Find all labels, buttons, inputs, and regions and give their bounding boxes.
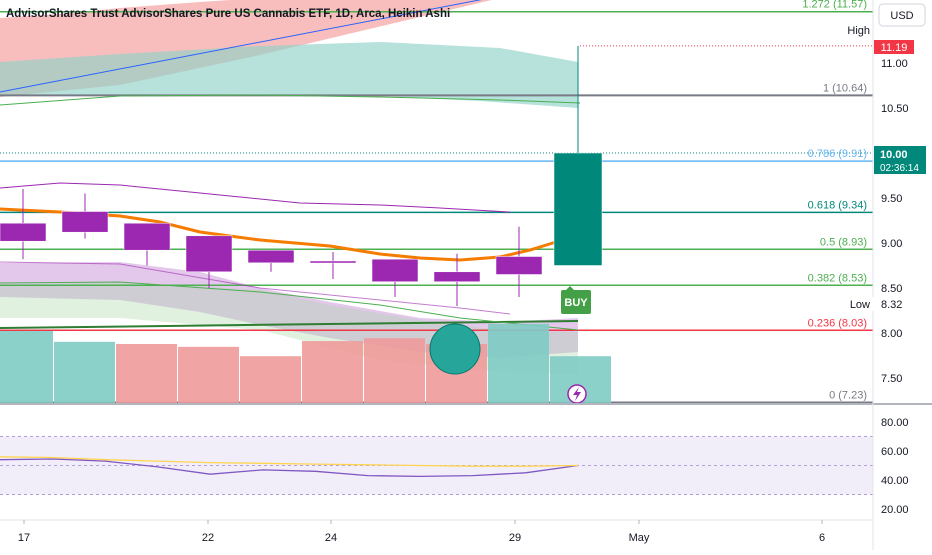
currency-button[interactable]: USD bbox=[878, 3, 926, 27]
oscillator-tick: 40.00 bbox=[881, 475, 909, 487]
volume-bar bbox=[240, 356, 301, 403]
fib-label: 0.786 (9.91) bbox=[808, 148, 867, 160]
fib-label: 1 (10.64) bbox=[823, 82, 867, 94]
candle[interactable] bbox=[495, 226, 543, 297]
time-tick: May bbox=[629, 532, 650, 544]
candle[interactable] bbox=[553, 45, 603, 266]
oscillator-axis[interactable]: 80.00 60.00 40.00 20.00 bbox=[881, 417, 909, 516]
volume-bar bbox=[488, 323, 549, 403]
volume-bar bbox=[364, 338, 425, 403]
candles[interactable] bbox=[0, 45, 603, 306]
oscillator-tick: 60.00 bbox=[881, 446, 909, 458]
low-label: Low bbox=[850, 299, 870, 311]
price-tick: 10.50 bbox=[881, 103, 909, 115]
candle[interactable] bbox=[309, 252, 357, 279]
fib-label: 1.272 (11.57) bbox=[802, 0, 867, 11]
volume-bar bbox=[116, 343, 177, 403]
price-axis[interactable]: 11.00 10.50 10.00 9.50 9.00 8.50 8.00 7.50 bbox=[881, 58, 909, 385]
oscillator-line bbox=[0, 456, 579, 467]
time-tick: 24 bbox=[325, 532, 337, 544]
volume-bars bbox=[0, 323, 611, 403]
high-badge: High 11.19 bbox=[847, 25, 914, 54]
fib-label: 0.382 (8.53) bbox=[808, 272, 867, 284]
volume-bar bbox=[54, 341, 115, 403]
time-tick: 22 bbox=[202, 532, 214, 544]
candle[interactable] bbox=[61, 193, 109, 239]
candle[interactable] bbox=[0, 189, 47, 260]
candle[interactable] bbox=[247, 249, 295, 272]
high-value: 11.19 bbox=[881, 42, 908, 54]
time-tick: 29 bbox=[509, 532, 521, 544]
candle[interactable] bbox=[371, 258, 419, 297]
lightning-icon[interactable] bbox=[567, 384, 587, 404]
current-price-badge: 10.00 02:36:14 bbox=[874, 146, 926, 174]
buy-label: BUY bbox=[564, 297, 588, 309]
low-badge: Low 8.32 bbox=[847, 297, 914, 311]
candle[interactable] bbox=[123, 222, 171, 266]
price-tick: 7.50 bbox=[881, 373, 902, 385]
time-tick: 17 bbox=[18, 532, 30, 544]
buy-signal[interactable]: BUY bbox=[561, 286, 591, 314]
low-value: 8.32 bbox=[881, 299, 902, 311]
volume-bar bbox=[302, 341, 363, 403]
channel-bands bbox=[0, 0, 578, 375]
fib-label: 0.618 (9.34) bbox=[808, 199, 867, 211]
price-tick: 11.00 bbox=[881, 58, 908, 70]
oscillator-tick: 20.00 bbox=[881, 504, 909, 516]
current-price: 10.00 bbox=[880, 149, 908, 161]
candle[interactable] bbox=[185, 235, 233, 288]
price-tick: 9.00 bbox=[881, 238, 902, 250]
fib-label: 0.5 (8.93) bbox=[820, 236, 867, 248]
countdown: 02:36:14 bbox=[880, 163, 919, 174]
price-tick: 8.50 bbox=[881, 283, 902, 295]
time-axis[interactable]: 17 22 24 29 May 6 bbox=[18, 520, 825, 544]
trend-lines bbox=[0, 0, 581, 331]
oscillator-tick: 80.00 bbox=[881, 417, 909, 429]
fib-label: 0.236 (8.03) bbox=[808, 317, 867, 329]
price-tick: 9.50 bbox=[881, 193, 902, 205]
volume-bar bbox=[178, 346, 239, 403]
chart-title: AdvisorShares Trust AdvisorShares Pure U… bbox=[6, 8, 450, 20]
volume-bar bbox=[0, 331, 53, 403]
trend-line-upper bbox=[0, 0, 482, 93]
trend-line-lower bbox=[0, 320, 579, 329]
oscillator-line bbox=[0, 458, 579, 478]
time-tick: 6 bbox=[819, 532, 825, 544]
oscillator-pane bbox=[0, 436, 873, 495]
fib-label: 0 (7.23) bbox=[829, 389, 867, 401]
price-tick: 8.00 bbox=[881, 328, 902, 340]
high-label: High bbox=[847, 25, 870, 37]
event-marker[interactable] bbox=[429, 323, 481, 375]
currency-label: USD bbox=[890, 10, 913, 22]
candle[interactable] bbox=[433, 253, 481, 306]
